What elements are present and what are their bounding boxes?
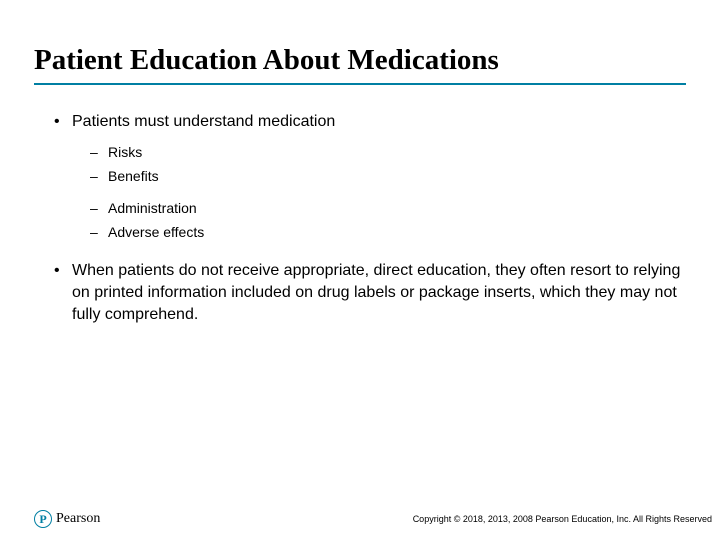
- sub-bullet-marker: –: [90, 199, 102, 218]
- bullet-text: Patients must understand medication: [72, 111, 335, 133]
- sub-bullet-text: Adverse effects: [108, 223, 204, 242]
- sub-bullet-text: Administration: [108, 199, 197, 218]
- sub-bullet-marker: –: [90, 223, 102, 242]
- sub-bullet-list: – Risks – Benefits – Administration – Ad…: [34, 143, 686, 242]
- sub-bullet-item: – Benefits: [90, 167, 686, 186]
- bullet-text: When patients do not receive appropriate…: [72, 260, 686, 326]
- sub-bullet-marker: –: [90, 143, 102, 162]
- sub-bullet-item: – Risks: [90, 143, 686, 162]
- sub-bullet-text: Risks: [108, 143, 142, 162]
- slide-footer: P Pearson Copyright © 2018, 2013, 2008 P…: [0, 510, 720, 528]
- copyright-text: Copyright © 2018, 2013, 2008 Pearson Edu…: [413, 514, 712, 524]
- bullet-item: • Patients must understand medication: [34, 111, 686, 133]
- list-spacer: [90, 191, 686, 199]
- bullet-item: • When patients do not receive appropria…: [34, 260, 686, 326]
- brand-logo: P Pearson: [34, 510, 100, 528]
- sub-bullet-text: Benefits: [108, 167, 159, 186]
- bullet-marker: •: [54, 260, 60, 326]
- brand-mark-icon: P: [34, 510, 52, 528]
- sub-bullet-item: – Adverse effects: [90, 223, 686, 242]
- bullet-marker: •: [54, 111, 60, 133]
- sub-bullet-marker: –: [90, 167, 102, 186]
- sub-bullet-item: – Administration: [90, 199, 686, 218]
- slide-title: Patient Education About Medications: [34, 44, 686, 85]
- brand-name: Pearson: [56, 511, 100, 527]
- slide: Patient Education About Medications • Pa…: [0, 0, 720, 540]
